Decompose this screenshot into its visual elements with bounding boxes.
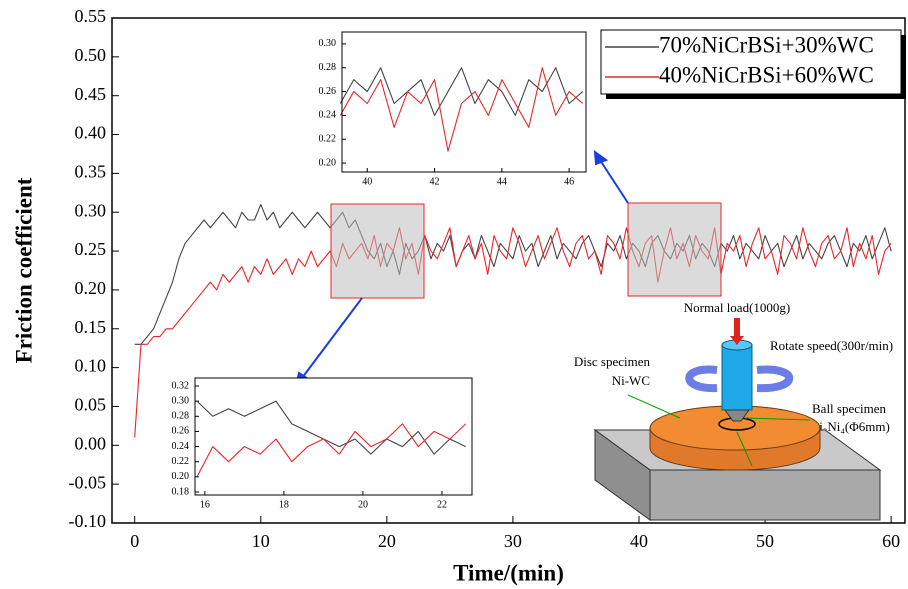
arrow [301,297,363,379]
y-tick-label: 0.35 [75,162,107,182]
y-tick-label: 0.26 [319,86,337,97]
inset-upper: 0.20 0.22 0.24 0.26 0.28 0.30 40 42 44 46 [319,31,587,187]
annotation: Rotate speed(300r/min) [770,338,893,353]
x-axis-title: Time/(min) [453,560,564,585]
y-tick-label: 0.28 [172,411,190,422]
y-tick-label: 0.20 [319,157,337,168]
y-axis-title: Friction coefficient [11,177,36,363]
highlight-box [330,203,425,299]
y-tick-label: -0.05 [69,472,107,492]
plot-frame [194,377,473,496]
annotation: Ni-WC [612,373,650,388]
x-tick-label: 10 [252,531,270,551]
y-tick-label: 0.24 [319,110,337,121]
x-tick-label: 50 [756,531,774,551]
y-tick-label: 0.20 [172,471,190,482]
series-line [339,67,583,152]
y-tick-label: 0.32 [172,380,190,391]
annotation: Normal load(1000g) [684,300,791,315]
y-tick-label: 0.20 [75,278,107,298]
x-tick-label: 20 [378,531,396,551]
x-tick-label: 30 [504,531,522,551]
x-tick-label: 18 [279,499,289,510]
y-tick-label: 0.15 [75,317,107,337]
highlight-box [627,202,722,297]
annotation: Si₃Ni₄(Φ6mm) [812,419,890,434]
y-tick-label: -0.10 [69,511,107,531]
y-tick-label: 0.45 [75,84,107,104]
plot-frame [341,31,587,173]
x-tick-label: 20 [358,499,368,510]
x-tick-label: 40 [630,531,648,551]
y-tick-label: 0.30 [319,38,337,49]
series-line [134,227,892,438]
x-tick-label: 40 [362,176,372,187]
pin-tip [724,409,750,422]
base-front [649,469,881,521]
y-tick-label: 0.26 [172,426,190,437]
legend-label: 70%NiCrBSi+30%WC [659,32,874,57]
y-tick-label: 0.30 [172,395,190,406]
x-tick-label: 60 [882,531,900,551]
test-diagram [593,318,882,521]
main-plot: -0.10-0.050.000.050.100.150.200.250.300.… [11,6,906,585]
base-side [594,429,651,521]
rotation-arrow [756,365,793,393]
y-tick-label: 0.05 [75,395,107,415]
x-tick-label: 16 [200,499,210,510]
x-tick-label: 46 [564,176,574,187]
leader-line [736,431,753,467]
x-tick-label: 0 [130,531,139,551]
x-tick-label: 44 [497,176,507,187]
arrow-head [593,149,609,166]
x-tick-label: 22 [437,499,447,510]
series-line [196,423,467,478]
series-line [134,203,892,345]
y-tick-label: 0.10 [75,356,107,376]
y-tick-label: 0.00 [75,433,107,453]
annotation: Ball specimen [812,401,887,416]
y-tick-label: 0.18 [172,486,190,497]
legend-label: 40%NiCrBSi+60%WC [659,62,874,87]
inset-lower: 0.18 0.20 0.22 0.24 0.26 0.28 0.30 0.32 16 18 20 22 [172,377,473,510]
y-tick-label: 0.22 [319,134,337,145]
arrow [599,159,629,204]
y-tick-label: 0.30 [75,200,107,220]
series-line [339,67,583,116]
pin [721,344,753,411]
y-tick-label: 0.55 [75,6,107,26]
y-tick-label: 0.50 [75,45,107,65]
y-tick-label: 0.28 [319,62,337,73]
legend-box [600,29,902,95]
annotation: Disc specimen [574,354,651,369]
highlight-boxes [330,202,722,299]
y-tick-label: 0.22 [172,456,190,467]
rotation-arrow [685,365,718,393]
y-tick-label: 0.40 [75,123,107,143]
load-arrow [734,318,740,336]
leader-line [744,417,811,421]
x-tick-label: 42 [430,176,440,187]
leader-line [627,394,681,419]
load-arrow-head [730,336,744,345]
y-tick-label: 0.24 [172,441,190,452]
y-tick-label: 0.25 [75,239,107,259]
inset-background [195,378,472,495]
inset-background [342,32,586,172]
plot-frame [111,17,906,524]
series-line [196,400,466,455]
